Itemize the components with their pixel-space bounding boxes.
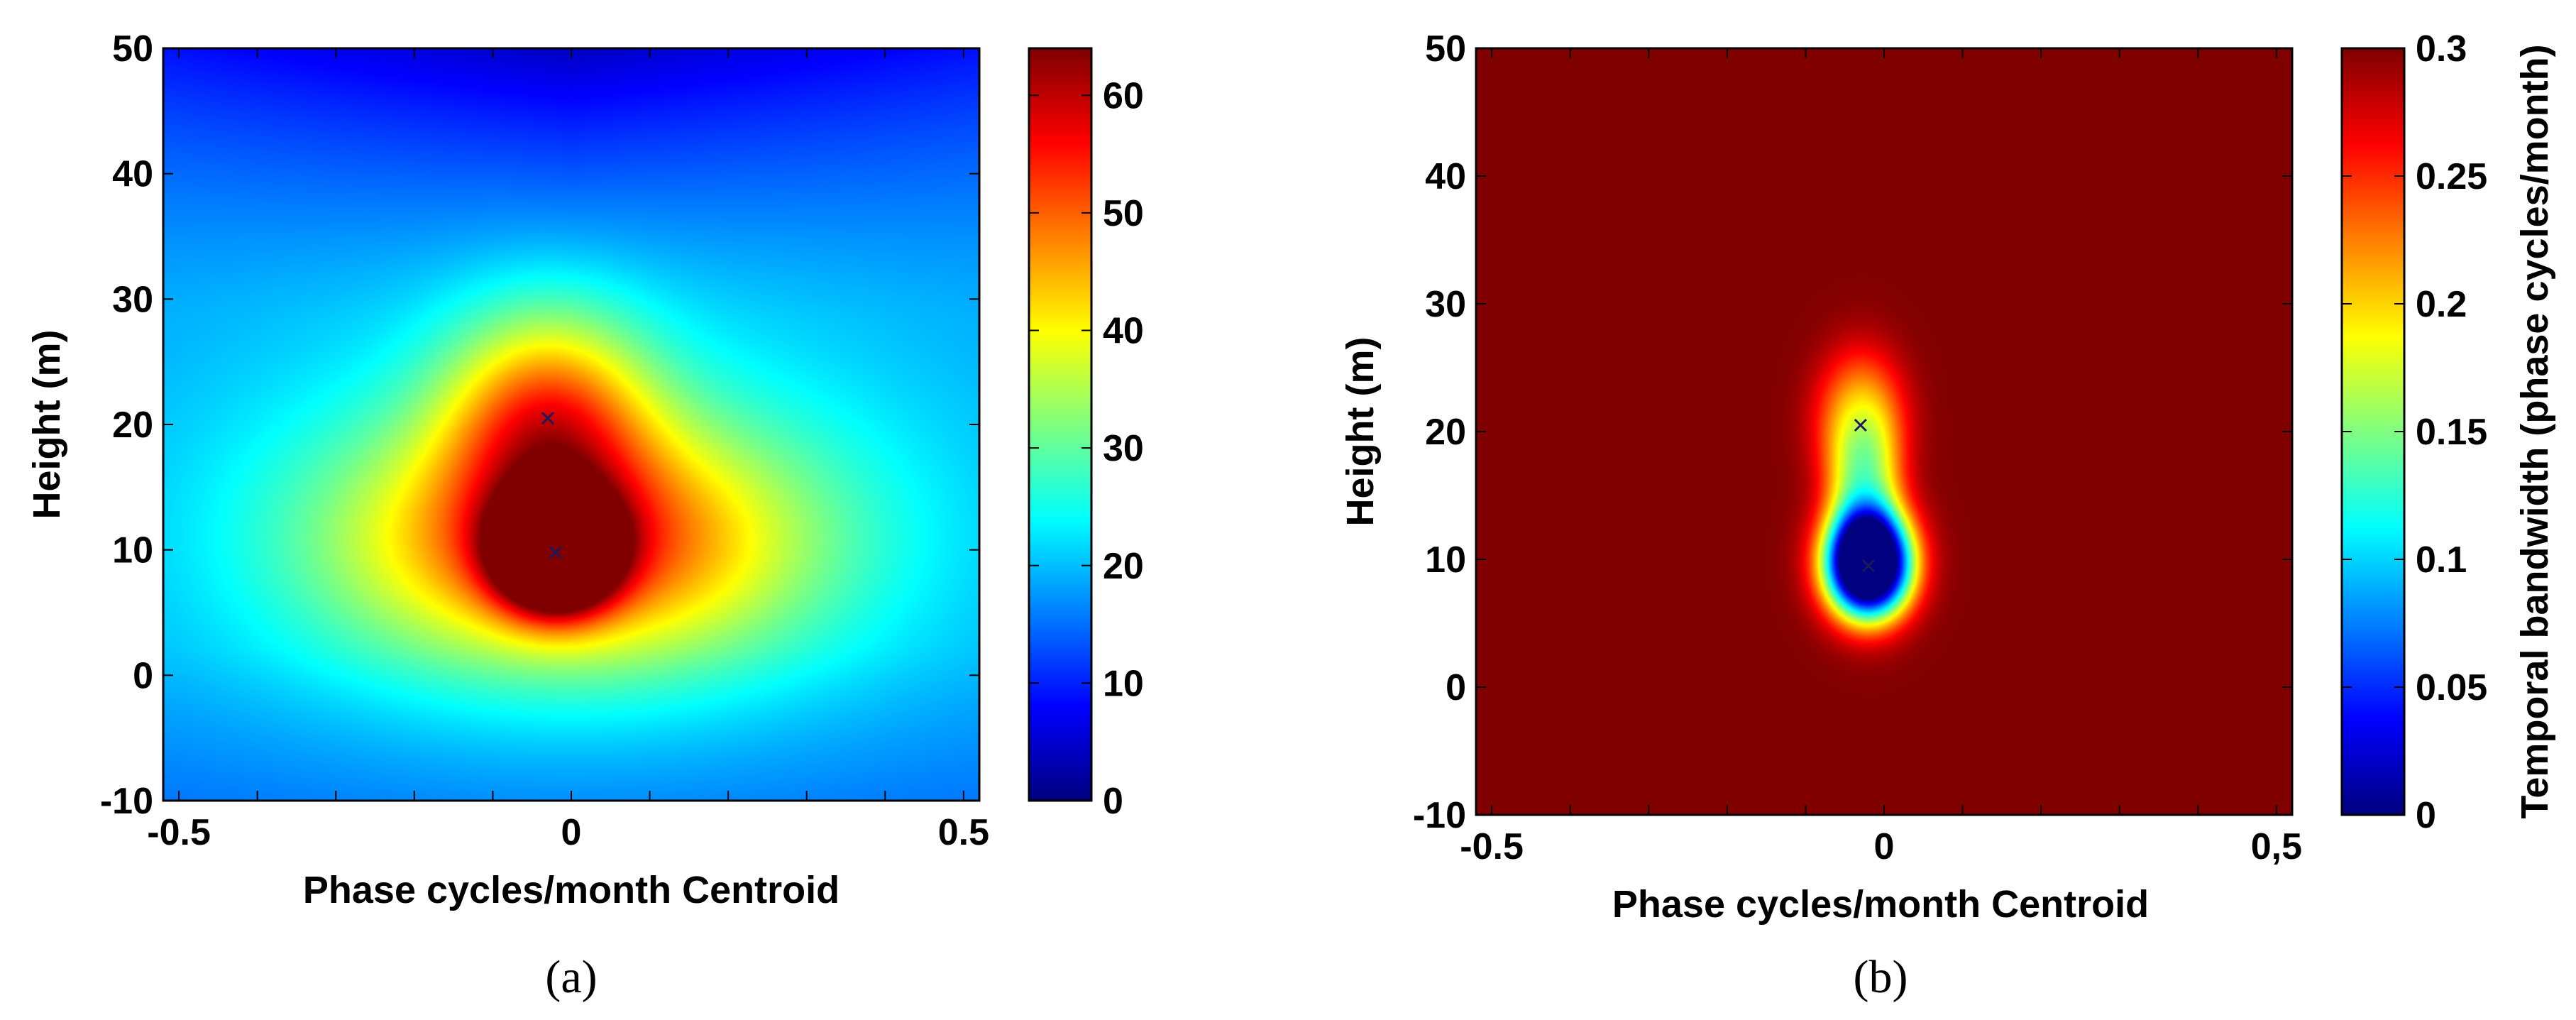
colorbar-tick-label: 40: [1103, 311, 1144, 352]
centroid-marker: [541, 412, 554, 425]
y-tick-label: 20: [1425, 412, 1466, 453]
colorbar-tick-label: 0.2: [2416, 284, 2467, 325]
y-tick-label: 20: [112, 405, 153, 446]
colorbar-b: [2342, 48, 2404, 815]
markers-b: [1854, 418, 1875, 573]
colorbar-tick-label: 30: [1103, 428, 1144, 469]
x-tick-label: -0.5: [1460, 826, 1524, 867]
x-ticks-a: -0.5 0 0.5: [147, 48, 989, 853]
colorbar-tick-label: 0.3: [2416, 28, 2467, 70]
y-tick-label: 10: [112, 530, 153, 571]
y-tick-label: 40: [1425, 156, 1466, 197]
colorbar-ticks-b: 0 0.05 0.1 0.15 0.2 0.25 0.3: [2342, 28, 2487, 836]
caption-b: (b): [1854, 951, 1908, 1003]
colorbar-tick-label: 10: [1103, 663, 1144, 704]
y-tick-label: -10: [1413, 795, 1466, 836]
colorbar-tick-label: 0.05: [2416, 667, 2487, 708]
ylabel-a: Height (m): [26, 330, 68, 520]
colorbar-tick-label: 0: [1103, 781, 1123, 822]
x-ticks-b: -0.5 0 0,5: [1460, 48, 2302, 867]
y-tick-label: 40: [112, 154, 153, 195]
y-tick-label: 0: [1446, 667, 1466, 708]
heatmap-b: [1476, 48, 2292, 815]
panel-a: -10 0 10 20 30 40 50 -0.5 0 0.5 Height (m) Phase…: [26, 28, 1144, 1003]
x-tick-label: 0: [1874, 826, 1895, 867]
heatmap-a: [163, 48, 979, 801]
xlabel-a: Phase cycles/month Centroid: [303, 869, 840, 911]
centroid-marker: [1854, 418, 1867, 432]
x-tick-label: 0: [561, 812, 582, 853]
colorbar-tick-label: 0: [2416, 795, 2436, 836]
colorbar-tick-label: 0.15: [2416, 412, 2487, 453]
xlabel-b: Phase cycles/month Centroid: [1612, 883, 2149, 926]
colorbar-ticks-a: 0 10 20 30 40 50 60: [1029, 75, 1144, 822]
colorbar-frame-a: [1028, 47, 1093, 802]
x-tick-label: -0.5: [147, 812, 211, 853]
y-tick-label: 30: [1425, 284, 1466, 325]
x-tick-label: 0,5: [2251, 826, 2302, 867]
y-ticks-b: -10 0 10 20 30 40 50: [1413, 28, 2292, 836]
centroid-marker: [549, 546, 562, 559]
panel-b: -10 0 10 20 30 40 50 -0.5 0 0,5 Height (m) Phase…: [1339, 28, 2556, 1003]
y-tick-label: 10: [1425, 539, 1466, 581]
x-tick-label: 0.5: [938, 812, 989, 853]
colorbar-tick-label: 0.1: [2416, 539, 2467, 581]
y-ticks-a: -10 0 10 20 30 40 50: [100, 28, 979, 822]
centroid-marker: [1861, 559, 1875, 573]
y-tick-label: 50: [112, 28, 153, 70]
colorbar-a: [1029, 48, 1091, 801]
y-tick-label: 0: [133, 655, 153, 696]
caption-a: (a): [545, 951, 597, 1003]
colorbar-label-b: Temporal bandwidth (phase cycles/month): [2514, 44, 2556, 818]
colorbar-tick-label: 20: [1103, 546, 1144, 587]
markers-a: [541, 412, 562, 559]
colorbar-tick-label: 60: [1103, 75, 1144, 116]
ylabel-b: Height (m): [1339, 337, 1382, 527]
y-tick-label: 30: [112, 279, 153, 320]
y-tick-label: -10: [100, 781, 153, 822]
colorbar-tick-label: 0.25: [2416, 156, 2487, 197]
colorbar-tick-label: 50: [1103, 193, 1144, 234]
y-tick-label: 50: [1425, 28, 1466, 70]
